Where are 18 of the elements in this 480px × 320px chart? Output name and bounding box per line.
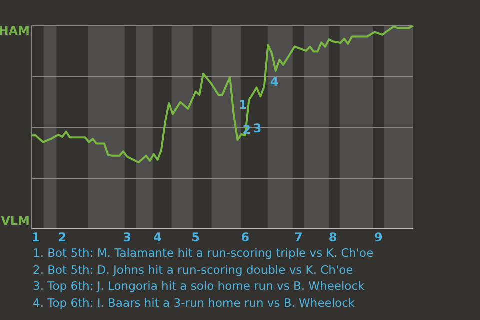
text: 2. Bot 5th: D. Johns hit a run-scoring double vs K. Ch'oe [33, 262, 354, 278]
x-tick-label: 2 [58, 230, 67, 244]
x-tick-label: 1 [32, 230, 40, 244]
x-tick-label: 6 [241, 230, 250, 244]
x-tick-label: 4 [154, 230, 162, 244]
text: 1. Bot 5th: M. Talamante hit a run-scoring triple vs K. Ch'oe [33, 245, 374, 262]
x-tick-label: 8 [328, 230, 338, 244]
annotation: 3 [253, 122, 262, 136]
annotation: 1 [238, 98, 248, 112]
text: 3. Top 6th: J. Longoria hit a solo home run vs B. Wheelock [33, 278, 366, 296]
x-tick-label: 9 [374, 230, 383, 244]
x-tick-label: 7 [294, 230, 303, 244]
x-tick-label: 3 [123, 230, 132, 244]
text: HAM [0, 24, 30, 38]
x-tick-label: 5 [192, 230, 200, 244]
text: VLM [1, 214, 30, 228]
annotation: 4 [270, 74, 279, 89]
text: 4. Top 6th: I. Baars hit a 3-run home run vs B. Wheelock [33, 295, 356, 312]
